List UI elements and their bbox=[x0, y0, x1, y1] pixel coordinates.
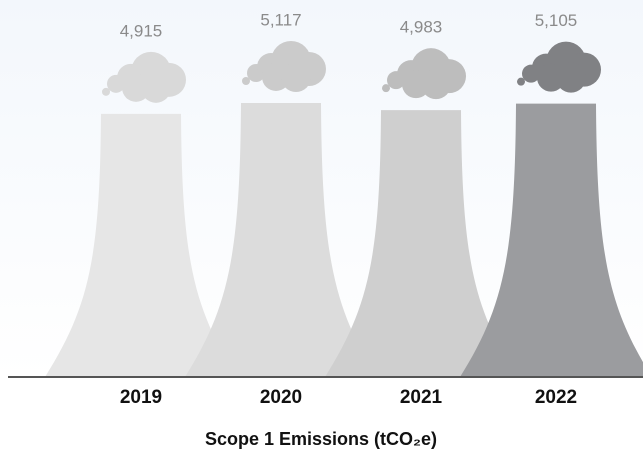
smoke-puff bbox=[382, 84, 390, 93]
x-tick-label: 2019 bbox=[120, 387, 162, 408]
tower bbox=[460, 103, 643, 377]
smoke-puff bbox=[517, 77, 525, 86]
smoke-puff bbox=[556, 62, 586, 93]
x-tick-label: 2020 bbox=[260, 387, 302, 408]
value-label: 4,915 bbox=[120, 21, 163, 40]
smoke-puff bbox=[102, 87, 110, 96]
tower bbox=[325, 110, 517, 378]
value-label: 5,105 bbox=[535, 11, 578, 30]
smoke-puff bbox=[421, 69, 451, 100]
smoke bbox=[242, 41, 326, 92]
tower bbox=[185, 103, 377, 377]
tower bbox=[45, 113, 237, 377]
x-tick-label: 2021 bbox=[400, 387, 443, 408]
value-label: 4,983 bbox=[400, 18, 443, 37]
smoke bbox=[102, 51, 186, 103]
smoke bbox=[382, 48, 466, 100]
smoke-puff bbox=[281, 62, 311, 92]
smoke-puff bbox=[141, 72, 171, 103]
smoke bbox=[517, 41, 601, 93]
value-label: 5,117 bbox=[260, 10, 301, 29]
smoke-puff bbox=[242, 77, 250, 85]
chart-title: Scope 1 Emissions (tCO₂e) bbox=[205, 429, 437, 449]
x-tick-label: 2022 bbox=[535, 387, 577, 408]
